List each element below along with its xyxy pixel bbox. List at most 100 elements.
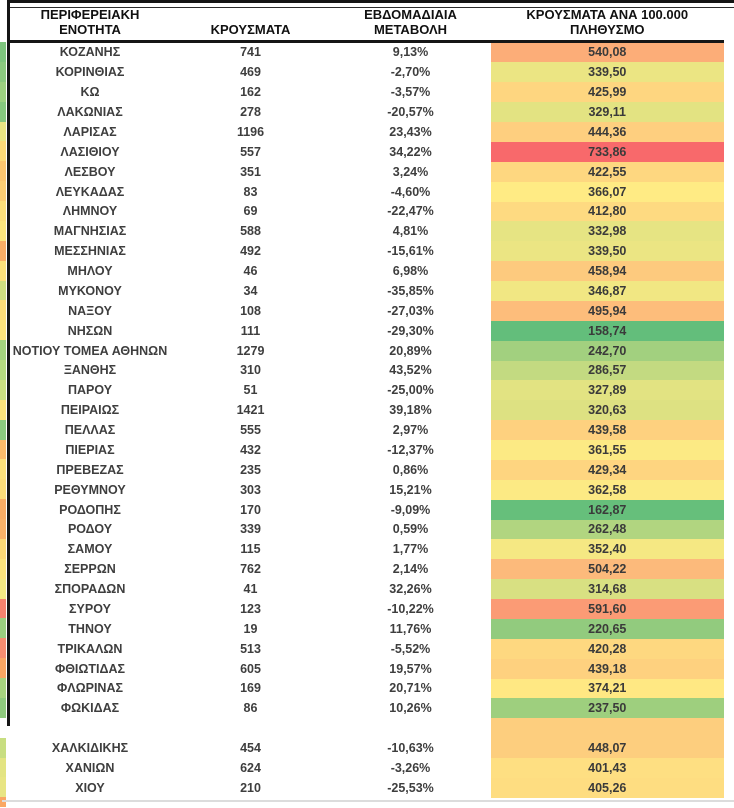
cell-cases-per-100k: 458,94 [490, 261, 724, 281]
cell-weekly-change: -12,37% [387, 442, 434, 457]
cell-weekly-change: 23,43% [389, 124, 432, 139]
cell-cases-per-100k: 439,58 [490, 420, 724, 440]
heat-strip-cell [0, 717, 6, 738]
cell-weekly-change: -25,00% [387, 383, 434, 398]
table-row: ΜΕΣΣΗΝΙΑΣ 492 -15,61% 339,50 [10, 241, 724, 262]
heat-strip-cell [0, 499, 6, 519]
cell-weekly-change: 0,86% [392, 462, 429, 477]
cell-cases: 588 [240, 224, 261, 239]
cell-region: ΠΑΡΟΥ [67, 383, 113, 398]
cell-cases: 624 [240, 760, 261, 775]
cell-region: ΛΑΡΙΣΑΣ [63, 124, 117, 139]
cell-cases-per-100k: 220,65 [490, 618, 724, 639]
table-row: ΞΑΝΘΗΣ 310 43,52% 286,57 [10, 360, 724, 381]
cell-cases: 69 [243, 204, 258, 219]
heat-strip-cell [0, 399, 6, 420]
cell-cases-per-100k: 162,87 [490, 499, 724, 520]
cell-cases: 51 [243, 383, 258, 398]
table-row: ΦΘΙΩΤΙΔΑΣ 605 19,57% 439,18 [10, 658, 724, 679]
cell-region: ΝΑΞΟΥ [68, 303, 112, 318]
cell-cases: 235 [240, 462, 261, 477]
cell-region: ΦΩΚΙΔΑΣ [60, 701, 120, 716]
cell-cases-per-100k: 237,50 [490, 698, 724, 719]
column-header-cases-per-100k: ΚΡΟΥΣΜΑΤΑ ΑΝΑ 100.000 ΠΛΗΘΥΣΜΟ [526, 7, 689, 37]
cell-cases-per-100k: 339,50 [490, 62, 724, 83]
cell-region: ΝΟΤΙΟΥ ΤΟΜΕΑ ΑΘΗΝΩΝ [12, 343, 168, 358]
cell-cases: 169 [240, 681, 261, 696]
cell-weekly-change: 32,26% [389, 582, 432, 597]
cell-cases: 86 [243, 701, 258, 716]
heat-strip-cell [0, 161, 6, 182]
cell-cases: 108 [240, 303, 261, 318]
table-body: ΚΟΖΑΝΗΣ 741 9,13% 540,08 ΚΟΡΙΝΘΙΑΣ 469 -2,70% 3… [10, 42, 724, 798]
column-header-weekly-change: ΕΒΔΟΜΑΔΙΑΙΑ ΜΕΤΑΒΟΛΗ [364, 7, 457, 37]
cell-cases-per-100k: 401,43 [490, 758, 724, 778]
heat-strip-cell [0, 777, 6, 798]
cell-cases-per-100k: 420,28 [490, 638, 724, 659]
cell-weekly-change: 2,14% [392, 562, 429, 577]
cell-cases-per-100k: 242,70 [490, 340, 724, 361]
table-row: ΦΛΩΡΙΝΑΣ 169 20,71% 374,21 [10, 678, 724, 699]
heat-strip-cell [0, 101, 6, 122]
cell-region: ΦΛΩΡΙΝΑΣ [57, 681, 123, 696]
cell-weekly-change [331, 718, 491, 738]
cell-region: ΠΙΕΡΙΑΣ [65, 442, 115, 457]
heat-strip-cell [0, 459, 6, 480]
cell-cases: 210 [240, 780, 261, 795]
heat-strip-cell [0, 379, 6, 400]
cell-cases: 555 [240, 423, 261, 438]
table-row: ΛΑΚΩΝΙΑΣ 278 -20,57% 329,11 [10, 102, 724, 122]
cell-weekly-change: 39,18% [389, 403, 432, 418]
cell-cases-per-100k: 332,98 [490, 221, 724, 242]
cell-cases-per-100k: 422,55 [490, 161, 724, 182]
cell-region: ΤΡΙΚΑΛΩΝ [57, 641, 123, 656]
cell-weekly-change: -5,52% [390, 641, 431, 656]
cell-region: ΛΑΣΙΘΙΟΥ [60, 144, 120, 159]
heat-strip-cell [0, 181, 6, 201]
cell-cases: 605 [240, 661, 261, 676]
cell-cases: 513 [240, 641, 261, 656]
cell-cases-per-100k: 339,50 [490, 241, 724, 262]
cell-cases: 162 [240, 85, 261, 100]
cell-weekly-change: 15,21% [389, 482, 432, 497]
cell-cases-per-100k: 262,48 [490, 519, 724, 540]
table-row: ΛΑΣΙΘΙΟΥ 557 34,22% 733,86 [10, 141, 724, 162]
cell-region: ΣΑΜΟΥ [67, 542, 113, 557]
cell-region: ΡΟΔΟΥ [67, 522, 113, 537]
cell-cases: 557 [240, 144, 261, 159]
heat-strip-cell [0, 42, 6, 62]
table-row: ΡΟΔΟΠΗΣ 170 -9,09% 162,87 [10, 499, 724, 520]
cell-region: ΞΑΝΘΗΣ [63, 363, 117, 378]
cell-weekly-change: 20,89% [389, 343, 432, 358]
cell-cases: 1279 [236, 343, 265, 358]
heat-strip-cell [0, 121, 6, 142]
cell-cases-per-100k [490, 718, 724, 739]
cell-weekly-change: 2,97% [392, 423, 429, 438]
cell-cases: 741 [240, 45, 261, 60]
cell-cases-per-100k: 327,89 [490, 380, 724, 401]
cell-weekly-change: -22,47% [387, 204, 434, 219]
heat-strip-cell [0, 618, 6, 639]
cell-weekly-change: -4,60% [390, 184, 431, 199]
cell-weekly-change: 20,71% [389, 681, 432, 696]
table-row: ΠΡΕΒΕΖΑΣ 235 0,86% 429,34 [10, 459, 724, 480]
cell-cases-per-100k: 361,55 [490, 440, 724, 460]
column-header-regional-unit: ΠΕΡΙΦΕΡΕΙΑΚΗ ΕΝΟΤΗΤΑ [40, 7, 140, 37]
cell-region: ΝΗΣΩΝ [67, 323, 113, 338]
table-row: ΠΑΡΟΥ 51 -25,00% 327,89 [10, 380, 724, 401]
table-row: ΚΟΡΙΝΘΙΑΣ 469 -2,70% 339,50 [10, 62, 724, 83]
cell-region: ΡΟΔΟΠΗΣ [59, 502, 121, 517]
cell-region: ΚΩ [80, 85, 100, 100]
cell-weekly-change: 4,81% [392, 224, 429, 239]
cell-region: ΜΗΛΟΥ [67, 264, 113, 279]
cell-weekly-change: -10,22% [387, 601, 434, 616]
cell-cases: 41 [243, 582, 258, 597]
heat-strip-cell [0, 558, 6, 579]
cell-region: ΛΕΣΒΟΥ [64, 164, 116, 179]
heat-strip-cell [0, 240, 6, 261]
table-row: ΧΙΟΥ 210 -25,53% 405,26 [10, 777, 724, 798]
cell-cases-per-100k: 405,26 [490, 777, 724, 798]
cell-region: ΛΗΜΝΟΥ [62, 204, 118, 219]
cell-region [10, 718, 171, 738]
heat-strip-cell [0, 519, 6, 539]
